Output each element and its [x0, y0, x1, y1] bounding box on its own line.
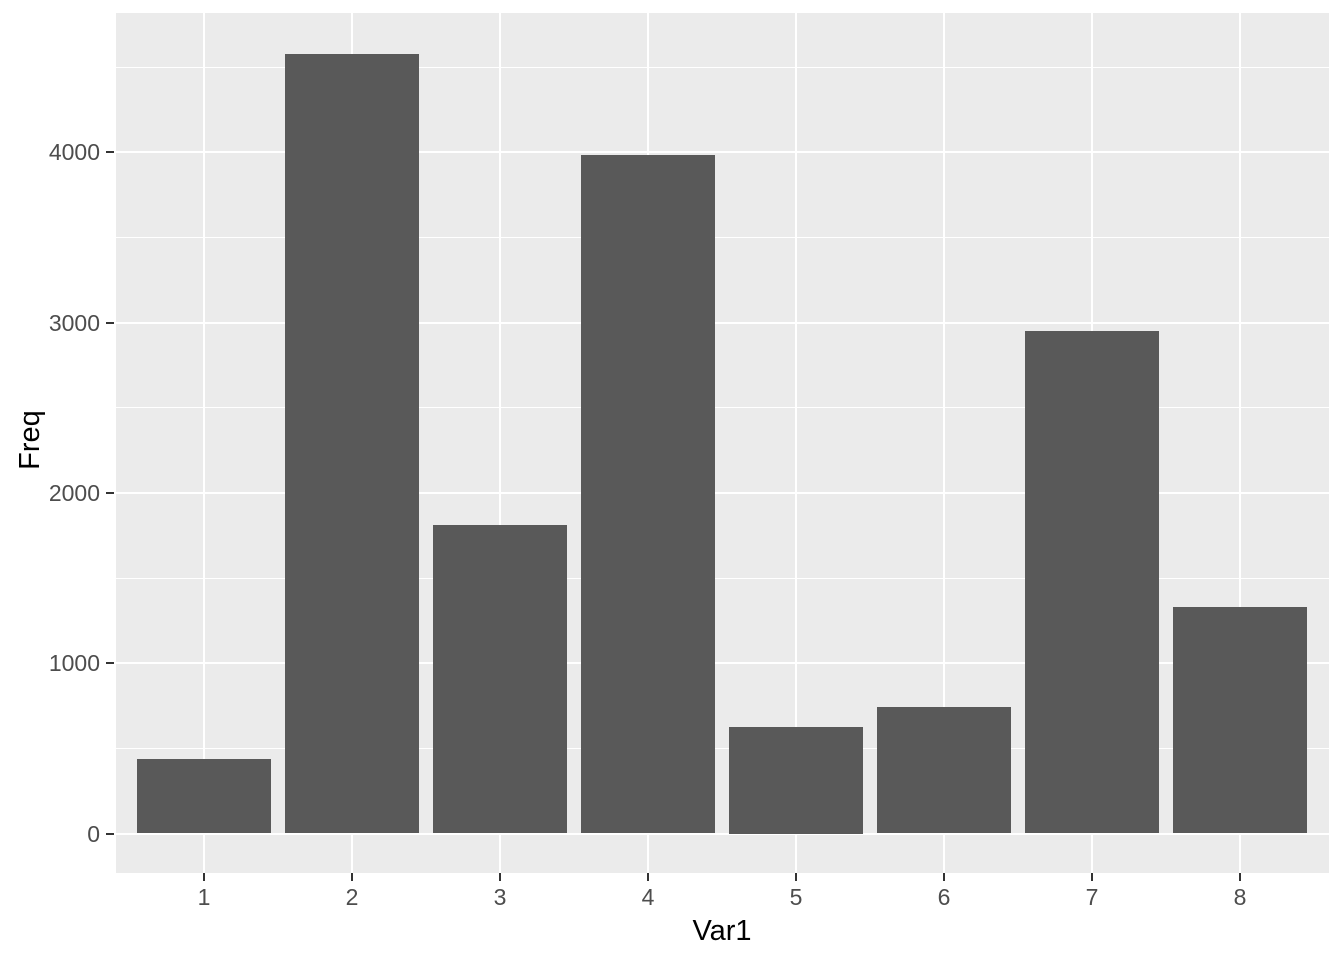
gridline-minor-horizontal — [116, 236, 1329, 238]
bar — [137, 758, 271, 834]
x-tick-label: 7 — [1085, 884, 1099, 910]
plot-panel — [116, 13, 1329, 873]
gridline-major-vertical — [1239, 13, 1241, 873]
y-tick-mark — [106, 151, 114, 154]
x-tick-label: 5 — [789, 884, 803, 910]
x-tick-label: 3 — [493, 884, 507, 910]
x-tick-mark — [1239, 873, 1241, 881]
y-tick-label: 3000 — [48, 309, 100, 336]
gridline-minor-horizontal — [116, 577, 1329, 579]
gridline-minor-horizontal — [116, 747, 1329, 749]
x-tick-label: 4 — [641, 884, 655, 910]
x-tick-label: 2 — [345, 884, 359, 910]
gridline-major-horizontal — [116, 151, 1329, 154]
x-tick-mark — [203, 873, 205, 881]
gridline-minor-horizontal — [116, 66, 1329, 68]
x-tick-mark — [943, 873, 945, 881]
y-tick-mark — [106, 321, 114, 324]
x-axis-title: Var1 — [692, 915, 752, 947]
y-tick-mark — [106, 662, 114, 665]
x-tick-label: 1 — [197, 884, 211, 910]
y-tick-mark — [106, 832, 114, 835]
x-tick-mark — [795, 873, 797, 881]
x-tick-label: 6 — [937, 884, 951, 910]
bar — [285, 53, 419, 834]
y-tick-label: 4000 — [48, 139, 100, 166]
gridline-major-vertical — [203, 13, 205, 873]
bar — [433, 525, 567, 834]
bar — [877, 706, 1011, 834]
gridline-major-horizontal — [116, 321, 1329, 324]
y-tick-label: 1000 — [48, 650, 100, 677]
gridline-major-horizontal — [116, 832, 1329, 835]
y-axis-title: Freq — [14, 410, 46, 470]
bar — [729, 727, 863, 834]
bar — [1173, 607, 1307, 834]
x-tick-label: 8 — [1233, 884, 1247, 910]
bar — [1025, 331, 1159, 834]
x-tick-mark — [1091, 873, 1093, 881]
y-tick-label: 2000 — [48, 479, 100, 506]
gridline-major-vertical — [499, 13, 501, 873]
gridline-major-vertical — [795, 13, 797, 873]
gridline-major-horizontal — [116, 491, 1329, 494]
y-tick-label: 0 — [87, 820, 100, 847]
gridline-major-horizontal — [116, 662, 1329, 665]
y-tick-mark — [106, 491, 114, 494]
x-tick-mark — [499, 873, 501, 881]
gridline-minor-horizontal — [116, 407, 1329, 409]
bar — [581, 154, 715, 834]
x-tick-mark — [647, 873, 649, 881]
gridline-major-vertical — [943, 13, 945, 873]
x-tick-mark — [351, 873, 353, 881]
